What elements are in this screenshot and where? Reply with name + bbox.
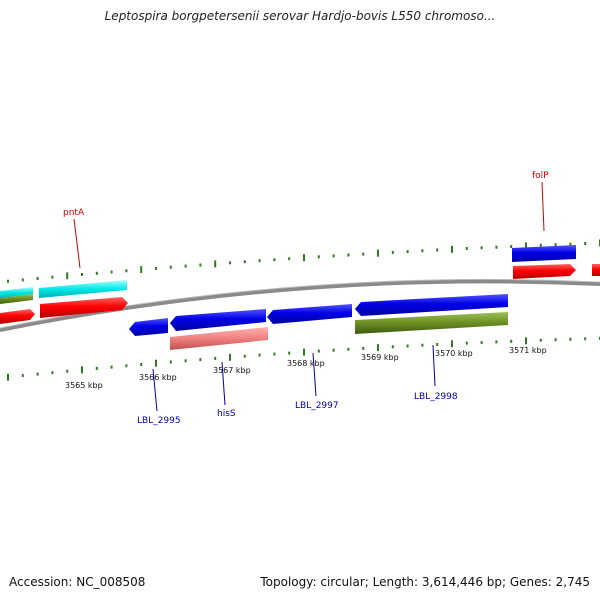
gene-label-folP[interactable]: folP [532, 171, 549, 181]
forward-gene-labels: pntA folP [63, 171, 549, 269]
folP-cds-blue[interactable] [512, 245, 576, 262]
tick-labels: 3565 kbp 3566 kbp 3567 kbp 3568 kbp 3569… [65, 346, 547, 390]
genome-summary: Topology: circular; Length: 3,614,446 bp… [260, 575, 590, 589]
outer-tick-row [7, 239, 600, 283]
cds-forward-right[interactable] [592, 264, 600, 276]
LBL_2998-cds[interactable] [355, 294, 508, 316]
LBL_2997-leader [312, 352, 317, 397]
olive-feature-left[interactable] [0, 294, 33, 304]
reverse-gene-labels: LBL_2995 hisS LBL_2997 LBL_2998 [137, 344, 458, 426]
tick-label: 3568 kbp [287, 359, 325, 368]
gene-label-pntA[interactable]: pntA [63, 208, 85, 218]
pntA-cyan-feature[interactable] [39, 280, 127, 298]
map-title: Leptospira borgpetersenii serovar Hardjo… [104, 9, 496, 23]
hisS-cds[interactable] [170, 309, 266, 331]
gene-label-LBL_2998[interactable]: LBL_2998 [414, 392, 458, 402]
tick-label: 3565 kbp [65, 381, 103, 390]
gene-label-hisS[interactable]: hisS [217, 409, 236, 419]
tick-label: 3570 kbp [435, 349, 473, 358]
accession-label: Accession: NC_008508 [9, 575, 146, 589]
folP-leader [541, 181, 545, 232]
LBL_2995-leader [152, 368, 158, 412]
hisS-pink-feature[interactable] [170, 327, 268, 350]
cds-forward-left[interactable] [0, 309, 35, 324]
cyan-feature-left[interactable] [0, 287, 33, 298]
chromosome-backbone [0, 279, 600, 332]
hisS-leader [221, 361, 226, 406]
tick-label: 3571 kbp [509, 346, 547, 355]
tick-label: 3566 kbp [139, 373, 177, 382]
gene-label-LBL_2997[interactable]: LBL_2997 [295, 401, 339, 411]
LBL_2995-cds[interactable] [129, 318, 168, 336]
tick-label: 3569 kbp [361, 353, 399, 362]
forward-strand-features [0, 245, 600, 324]
folP-cds[interactable] [513, 264, 576, 279]
LBL_2997-cds[interactable] [267, 304, 352, 324]
inner-tick-row [7, 336, 600, 381]
pntA-cds[interactable] [40, 297, 128, 318]
LBL_2998-leader [432, 344, 436, 387]
reverse-strand-features [129, 294, 508, 350]
tick-label: 3567 kbp [213, 366, 251, 375]
pntA-leader [73, 218, 81, 269]
gene-label-LBL_2995[interactable]: LBL_2995 [137, 416, 181, 426]
LBL_2998-olive-feature[interactable] [355, 312, 508, 334]
